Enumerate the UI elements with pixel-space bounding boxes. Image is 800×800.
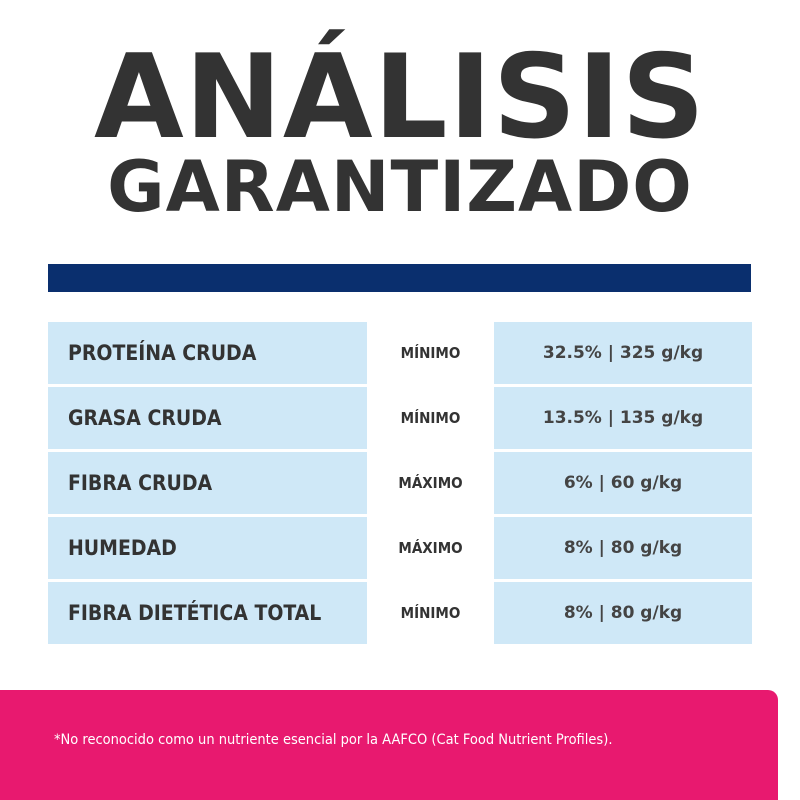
footer-banner: *No reconocido como un nutriente esencia…	[0, 690, 778, 800]
footnote-text: *No reconocido como un nutriente esencia…	[54, 732, 613, 748]
table-row: FIBRA CRUDA MÁXIMO 6% | 60 g/kg	[48, 452, 752, 514]
nutrient-qualifier: MÍNIMO	[400, 409, 461, 427]
nutrient-name: PROTEÍNA CRUDA	[48, 322, 367, 384]
nutrient-name: FIBRA CRUDA	[48, 452, 367, 514]
nutrient-name: FIBRA DIETÉTICA TOTAL	[48, 582, 367, 644]
page-title: ANÁLISIS	[94, 30, 706, 165]
nutrient-name: GRASA CRUDA	[48, 387, 367, 449]
nutrient-value: 6% | 60 g/kg	[494, 452, 752, 514]
nutrient-qualifier: MÁXIMO	[398, 474, 463, 492]
nutrient-value: 32.5% | 325 g/kg	[494, 322, 752, 384]
nutrient-value: 8% | 80 g/kg	[494, 517, 752, 579]
guaranteed-analysis-table: PROTEÍNA CRUDA MÍNIMO 32.5% | 325 g/kg G…	[48, 322, 752, 647]
nutrient-value: 13.5% | 135 g/kg	[494, 387, 752, 449]
nutrient-qualifier: MÁXIMO	[398, 539, 463, 557]
nutrient-value: 8% | 80 g/kg	[494, 582, 752, 644]
page-subtitle: GARANTIZADO	[107, 146, 693, 228]
table-row: FIBRA DIETÉTICA TOTAL MÍNIMO 8% | 80 g/k…	[48, 582, 752, 644]
table-row: PROTEÍNA CRUDA MÍNIMO 32.5% | 325 g/kg	[48, 322, 752, 384]
table-row: GRASA CRUDA MÍNIMO 13.5% | 135 g/kg	[48, 387, 752, 449]
table-row: HUMEDAD MÁXIMO 8% | 80 g/kg	[48, 517, 752, 579]
header-divider-bar	[48, 264, 751, 292]
nutrient-name: HUMEDAD	[48, 517, 367, 579]
nutrient-qualifier: MÍNIMO	[400, 604, 461, 622]
nutrient-qualifier: MÍNIMO	[400, 344, 461, 362]
